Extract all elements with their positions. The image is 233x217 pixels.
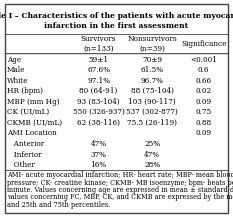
Text: CKMB (UI/mL): CKMB (UI/mL) [7, 119, 62, 127]
Text: 47%: 47% [144, 151, 160, 158]
Text: 88 (75-104): 88 (75-104) [131, 87, 174, 95]
Text: 80 (64-91): 80 (64-91) [79, 87, 118, 95]
Text: 0.88: 0.88 [196, 119, 212, 127]
Text: Other: Other [7, 161, 35, 169]
Text: Inferior: Inferior [7, 151, 41, 158]
Text: <0.001: <0.001 [190, 56, 217, 64]
Text: 537 (302-877): 537 (302-877) [126, 108, 178, 116]
Text: 103 (90-117): 103 (90-117) [128, 98, 176, 106]
Text: 97.1%: 97.1% [87, 77, 110, 85]
Text: 0.09: 0.09 [196, 129, 212, 137]
Text: Survivors
(n=133): Survivors (n=133) [81, 35, 116, 53]
Text: 61.5%: 61.5% [141, 66, 164, 74]
Text: Age: Age [7, 56, 21, 64]
Text: AMI Location: AMI Location [7, 129, 57, 137]
Text: AMI- acute myocardial infarction; HR- heart rate; MBP- mean blood: AMI- acute myocardial infarction; HR- he… [7, 171, 233, 179]
Text: HR (bpm): HR (bpm) [7, 87, 43, 95]
Text: 75.5 (26-119): 75.5 (26-119) [127, 119, 177, 127]
Text: 47%: 47% [91, 140, 107, 148]
Text: 96.7%: 96.7% [141, 77, 164, 85]
Text: Table I – Characteristics of the patients with acute myocardial
infarction in th: Table I – Characteristics of the patient… [0, 12, 233, 30]
Text: pressure; CK- creatine kinase; CKMB- MB isoenzyme; bpm- beats per: pressure; CK- creatine kinase; CKMB- MB … [7, 179, 233, 187]
Text: 0.09: 0.09 [196, 98, 212, 106]
Text: 16%: 16% [90, 161, 107, 169]
Text: 0.75: 0.75 [196, 108, 212, 116]
Text: 59±1: 59±1 [89, 56, 109, 64]
Text: minute. Values concerning age are expressed in mean ± standard deviation;: minute. Values concerning age are expres… [7, 186, 233, 194]
Text: White: White [7, 77, 28, 85]
Text: MBP (mm Hg): MBP (mm Hg) [7, 98, 59, 106]
Text: 62 (38-116): 62 (38-116) [77, 119, 120, 127]
Text: CK (UI/mL): CK (UI/mL) [7, 108, 49, 116]
Text: values concerning FC, MBP, CK, and CKMB are expressed by the median: values concerning FC, MBP, CK, and CKMB … [7, 193, 233, 201]
Text: 0.02: 0.02 [196, 87, 212, 95]
Text: 0.6: 0.6 [198, 66, 209, 74]
Text: and 25th and 75th percentiles.: and 25th and 75th percentiles. [7, 201, 110, 209]
Text: 70±9: 70±9 [142, 56, 162, 64]
Text: Male: Male [7, 66, 25, 74]
Text: Nonsurvivors
(n=39): Nonsurvivors (n=39) [127, 35, 177, 53]
Text: 28%: 28% [144, 161, 160, 169]
Text: Anterior: Anterior [7, 140, 44, 148]
Text: 550 (326-937): 550 (326-937) [73, 108, 125, 116]
Text: 25%: 25% [144, 140, 160, 148]
Text: 93 (83-104): 93 (83-104) [77, 98, 120, 106]
Text: 37%: 37% [91, 151, 107, 158]
Text: 0.66: 0.66 [196, 77, 212, 85]
Text: Significance: Significance [181, 40, 226, 48]
Text: 67.6%: 67.6% [87, 66, 110, 74]
